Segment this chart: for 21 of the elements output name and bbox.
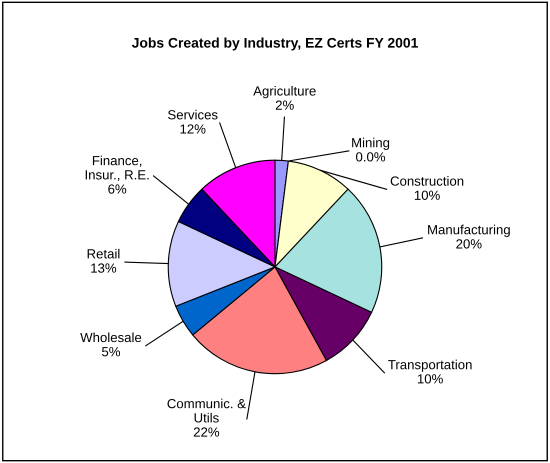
slice-label: Finance, Insur., R.E. bbox=[86, 156, 149, 182]
category-label: Mining bbox=[352, 138, 390, 150]
data-label: 22% bbox=[194, 427, 220, 437]
data-label: 10% bbox=[414, 190, 440, 200]
slice-label: Communic. & Utils bbox=[167, 398, 246, 423]
data-label: 2% bbox=[276, 100, 294, 110]
data-label: 20% bbox=[456, 239, 482, 249]
data-label: 12% bbox=[180, 124, 206, 134]
data-label: 5% bbox=[102, 347, 120, 356]
slice-label: Construction bbox=[390, 176, 464, 186]
slice-label: Transportation bbox=[388, 360, 472, 372]
slice-label: Retail bbox=[88, 248, 120, 259]
data-label: 10% bbox=[418, 374, 443, 384]
slice-label: Wholesale bbox=[80, 332, 142, 342]
text: 0.0% bbox=[356, 152, 386, 162]
slice-label: Agriculture bbox=[253, 86, 316, 98]
data-label: 13% bbox=[91, 263, 116, 273]
slice-label: Manufacturing bbox=[428, 224, 510, 237]
data-label: 6% bbox=[108, 184, 126, 194]
slice-label: Services bbox=[168, 110, 218, 120]
chart-title: Jobs Created by Industry, EZ Certs FY 2001 bbox=[132, 38, 418, 50]
